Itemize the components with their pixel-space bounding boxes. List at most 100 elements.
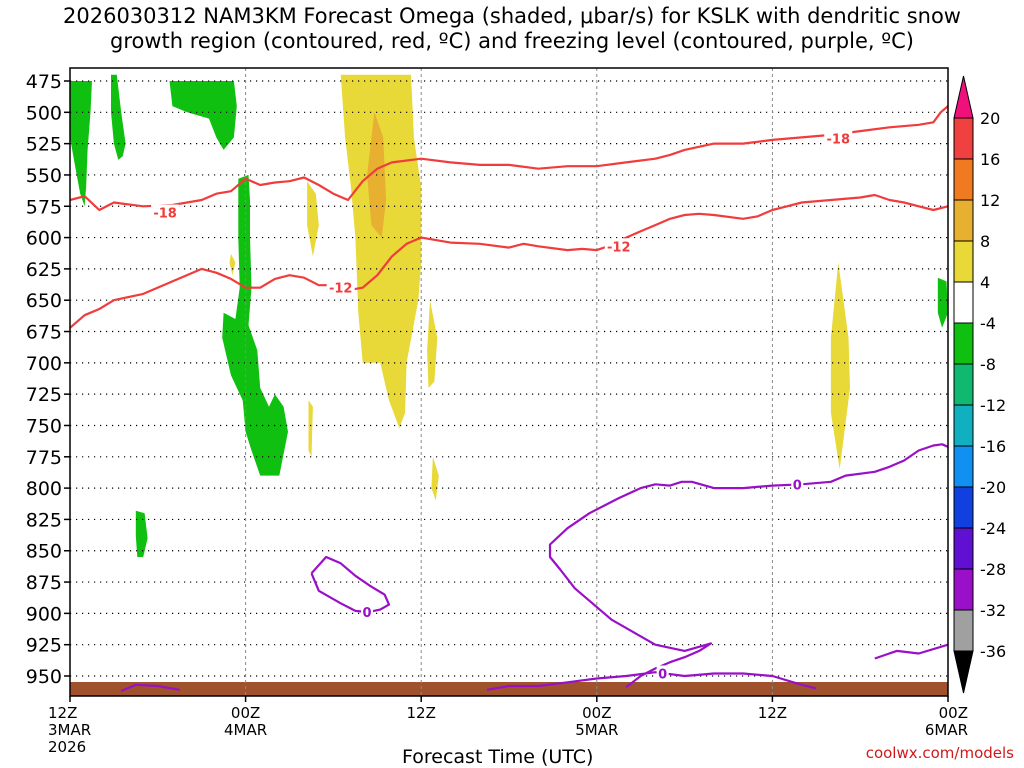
freezing-label-2-bg	[791, 476, 804, 492]
colorbar-swatch-8	[953, 445, 974, 488]
colorbar-label-10: -24	[980, 519, 1006, 538]
colorbar: 20 16 12 8 4 -4 -8 -12 -16 -20 -24 -28 -32 -36	[953, 75, 1006, 694]
freezing-contour-3	[486, 671, 817, 691]
x-tick-label-60-1: 6MAR	[925, 721, 968, 739]
omega-region-6	[340, 74, 422, 428]
colorbar-swatch-9	[953, 486, 974, 529]
y-tick-label-550: 550	[26, 165, 62, 187]
contour-labels: -18 -18 -12 -12 0 0 0	[151, 130, 853, 682]
y-tick-label-925: 925	[26, 635, 62, 657]
x-tick-label-60-0: 00Z	[939, 704, 968, 722]
colorbar-label-5: -4	[980, 314, 996, 333]
y-tick-label-650: 650	[26, 290, 62, 312]
dgz-label-2-bg	[326, 279, 355, 295]
freezing-contour-2	[548, 443, 949, 689]
dgz-label-0: -18	[153, 207, 177, 222]
dgz-label-3-bg	[604, 238, 633, 254]
colorbar-swatch-2	[953, 199, 974, 242]
colorbar-swatch-0	[953, 117, 974, 160]
freezing-label-2: 0	[793, 478, 802, 493]
omega-region-3	[222, 174, 288, 476]
freezing-label-3: 0	[658, 667, 667, 682]
dgz-label-1-bg	[824, 130, 853, 146]
colorbar-label-3: 8	[980, 232, 990, 251]
site-credit: coolwx.com/models	[865, 744, 1014, 762]
colorbar-swatch-1	[953, 158, 974, 201]
omega-region-12	[830, 262, 850, 470]
x-axis-label: Forecast Time (UTC)	[402, 746, 594, 768]
omega-region-8	[229, 253, 236, 276]
x-tick-label-48-0: 12Z	[758, 704, 787, 722]
x-tick-label-0-1: 3MAR	[48, 721, 91, 739]
colorbar-label-2: 12	[980, 191, 1000, 210]
colorbar-swatch-6	[953, 363, 974, 406]
freezing-label-1-bg	[361, 604, 374, 620]
freezing-label-1: 0	[363, 606, 372, 621]
dgz-label-2: -12	[329, 282, 353, 297]
colorbar-label-11: -28	[980, 560, 1006, 579]
y-tick-label-625: 625	[26, 259, 62, 281]
y-tick-label-950: 950	[26, 666, 62, 688]
omega-region-11	[431, 456, 439, 501]
dgz-contour-2	[69, 193, 949, 329]
colorbar-swatch-10	[953, 527, 974, 570]
colorbar-swatch-7	[953, 404, 974, 447]
dgz-label-1: -18	[827, 133, 851, 148]
y-tick-label-875: 875	[26, 572, 62, 594]
freezing-contour-0	[120, 683, 180, 693]
colorbar-swatch-12	[953, 609, 974, 652]
colorbar-swatch-3	[953, 240, 974, 283]
y-tick-label-675: 675	[26, 322, 62, 344]
omega-region-7	[307, 181, 319, 257]
x-tick-label-36-1: 5MAR	[575, 721, 618, 739]
omega-region-2	[169, 81, 237, 150]
freezing-label-3-bg	[656, 665, 669, 681]
y-tick-label-700: 700	[26, 353, 62, 375]
ground-surface	[70, 682, 948, 696]
colorbar-label-12: -32	[980, 601, 1006, 620]
x-tick-label-12-0: 00Z	[231, 704, 260, 722]
omega-region-4	[135, 510, 148, 557]
y-tick-label-900: 900	[26, 603, 62, 625]
omega-region-10	[427, 300, 438, 388]
y-tick-label-725: 725	[26, 384, 62, 406]
colorbar-label-8: -16	[980, 437, 1006, 456]
y-tick-label-775: 775	[26, 447, 62, 469]
y-tick-label-800: 800	[26, 478, 62, 500]
dgz-label-3: -12	[607, 240, 631, 255]
y-tick-label-500: 500	[26, 102, 62, 124]
y-tick-label-825: 825	[26, 509, 62, 531]
chart-title: 2026030312 NAM3KM Forecast Omega (shaded…	[0, 4, 1024, 54]
colorbar-label-13: -36	[980, 642, 1006, 661]
x-tick-label-36-0: 00Z	[582, 704, 611, 722]
colorbar-label-0: 20	[980, 109, 1000, 128]
colorbar-swatch-11	[953, 568, 974, 611]
x-tick-label-12-1: 4MAR	[224, 721, 267, 739]
omega-region-5	[937, 277, 948, 328]
contour-lines	[69, 105, 949, 693]
y-tick-label-575: 575	[26, 196, 62, 218]
y-axis-ticks: 475 500 525 550 575 600 625 650 675 700 725 750 775 8…	[26, 71, 70, 688]
colorbar-bottom-arrow	[953, 650, 974, 694]
freezing-contour-1	[310, 555, 391, 614]
dgz-contour-0	[69, 105, 949, 212]
omega-region-0	[70, 81, 92, 207]
x-tick-label-0-0: 12Z	[48, 704, 77, 722]
omega-region-9	[308, 400, 313, 457]
x-tick-label-24-0: 12Z	[407, 704, 436, 722]
y-tick-label-525: 525	[26, 134, 62, 156]
y-tick-label-750: 750	[26, 415, 62, 437]
x-tick-label-0-2: 2026	[48, 738, 86, 756]
colorbar-swatch-4	[953, 281, 974, 324]
grid-lines	[70, 68, 948, 696]
freezing-contour-4	[874, 643, 949, 660]
colorbar-label-4: 4	[980, 273, 990, 292]
colorbar-label-9: -20	[980, 478, 1006, 497]
dgz-label-0-bg	[151, 204, 180, 220]
colorbar-top-arrow	[953, 75, 974, 119]
title-line-2: growth region (contoured, red, ºC) and f…	[110, 29, 914, 53]
y-tick-label-600: 600	[26, 228, 62, 250]
colorbar-label-6: -8	[980, 355, 996, 374]
